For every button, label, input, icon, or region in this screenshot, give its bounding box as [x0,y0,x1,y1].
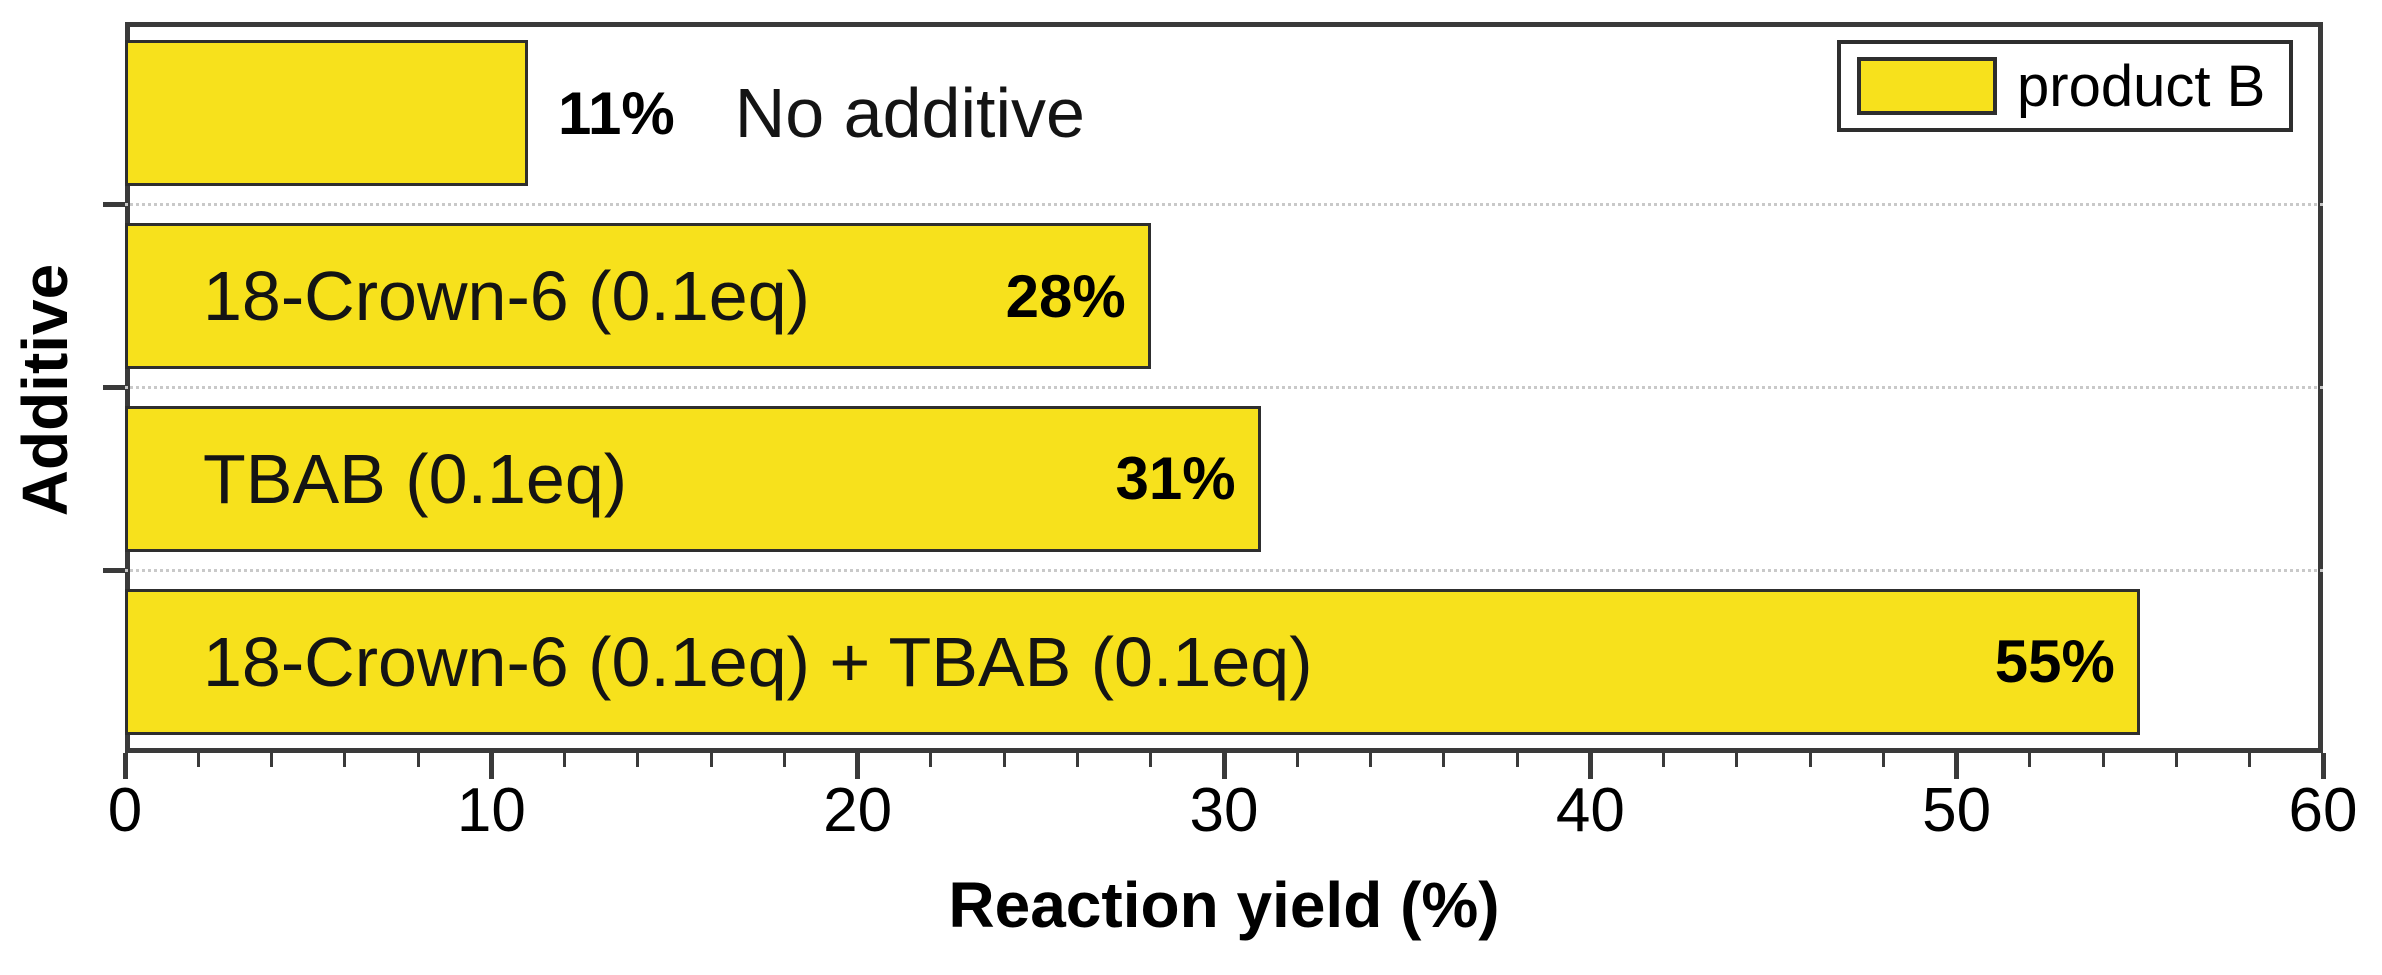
y-axis-title: Additive [9,263,81,517]
x-major-tick [2320,753,2326,779]
y-category-tick [103,567,125,573]
bar [125,588,2140,735]
x-major-tick [855,753,861,779]
bar-outside-annotation: 11% No additive [558,40,1085,186]
x-tick-label: 30 [1189,776,1259,845]
x-minor-tick [2174,753,2178,767]
x-tick-label: 0 [107,776,143,845]
x-minor-tick [1369,753,1373,767]
x-tick-label: 20 [823,776,893,845]
y-category-tick [103,385,125,390]
bar-value-label: 55% [1994,628,2115,696]
x-minor-tick [782,753,786,767]
x-major-tick [488,753,494,779]
legend: product B [1837,40,2294,132]
x-axis-title: Reaction yield (%) [948,869,1500,941]
x-minor-tick [1075,753,1079,767]
x-tick-label: 60 [2288,776,2358,845]
bar-value-label: 11% [557,79,675,147]
x-minor-tick [709,753,713,767]
x-tick-label: 10 [456,776,526,845]
x-minor-tick [1515,753,1519,767]
x-minor-tick [1808,753,1812,767]
bar-category-label: TBAB (0.1eq) [203,439,628,518]
x-minor-tick [636,753,640,767]
x-minor-tick [343,753,347,767]
x-minor-tick [929,753,933,767]
x-major-tick [1587,753,1593,779]
bar [125,40,528,187]
x-major-tick [122,753,128,779]
legend-label: product B [2017,53,2266,119]
bar [125,405,1261,552]
bar-category-label: No additive [734,74,1085,153]
category-gridline [125,203,2323,207]
y-category-tick [103,202,125,208]
x-minor-tick [1149,753,1153,767]
bar-value-label: 31% [1115,445,1236,513]
x-minor-tick [2028,753,2032,767]
category-gridline [125,568,2323,572]
x-minor-tick [1735,753,1739,767]
bar [125,223,1151,370]
x-minor-tick [1662,753,1666,767]
x-minor-tick [2101,753,2105,767]
bar-category-label: 18-Crown-6 (0.1eq) [203,257,810,336]
x-tick-label: 50 [1922,776,1992,845]
x-minor-tick [416,753,420,767]
x-minor-tick [1002,753,1006,767]
bar-category-label: 18-Crown-6 (0.1eq) + TBAB (0.1eq) [203,622,1313,701]
bar-value-label: 28% [1005,262,1126,330]
legend-swatch-product-b [1857,57,1997,115]
x-tick-label: 40 [1555,776,1625,845]
x-minor-tick [270,753,274,767]
x-major-tick [1221,753,1227,779]
x-minor-tick [1442,753,1446,767]
x-minor-tick [1881,753,1885,767]
x-major-tick [1954,753,1960,779]
category-gridline [125,386,2323,389]
x-minor-tick [1295,753,1299,767]
x-minor-tick [563,753,567,767]
x-minor-tick [2248,753,2252,767]
x-minor-tick [196,753,200,767]
